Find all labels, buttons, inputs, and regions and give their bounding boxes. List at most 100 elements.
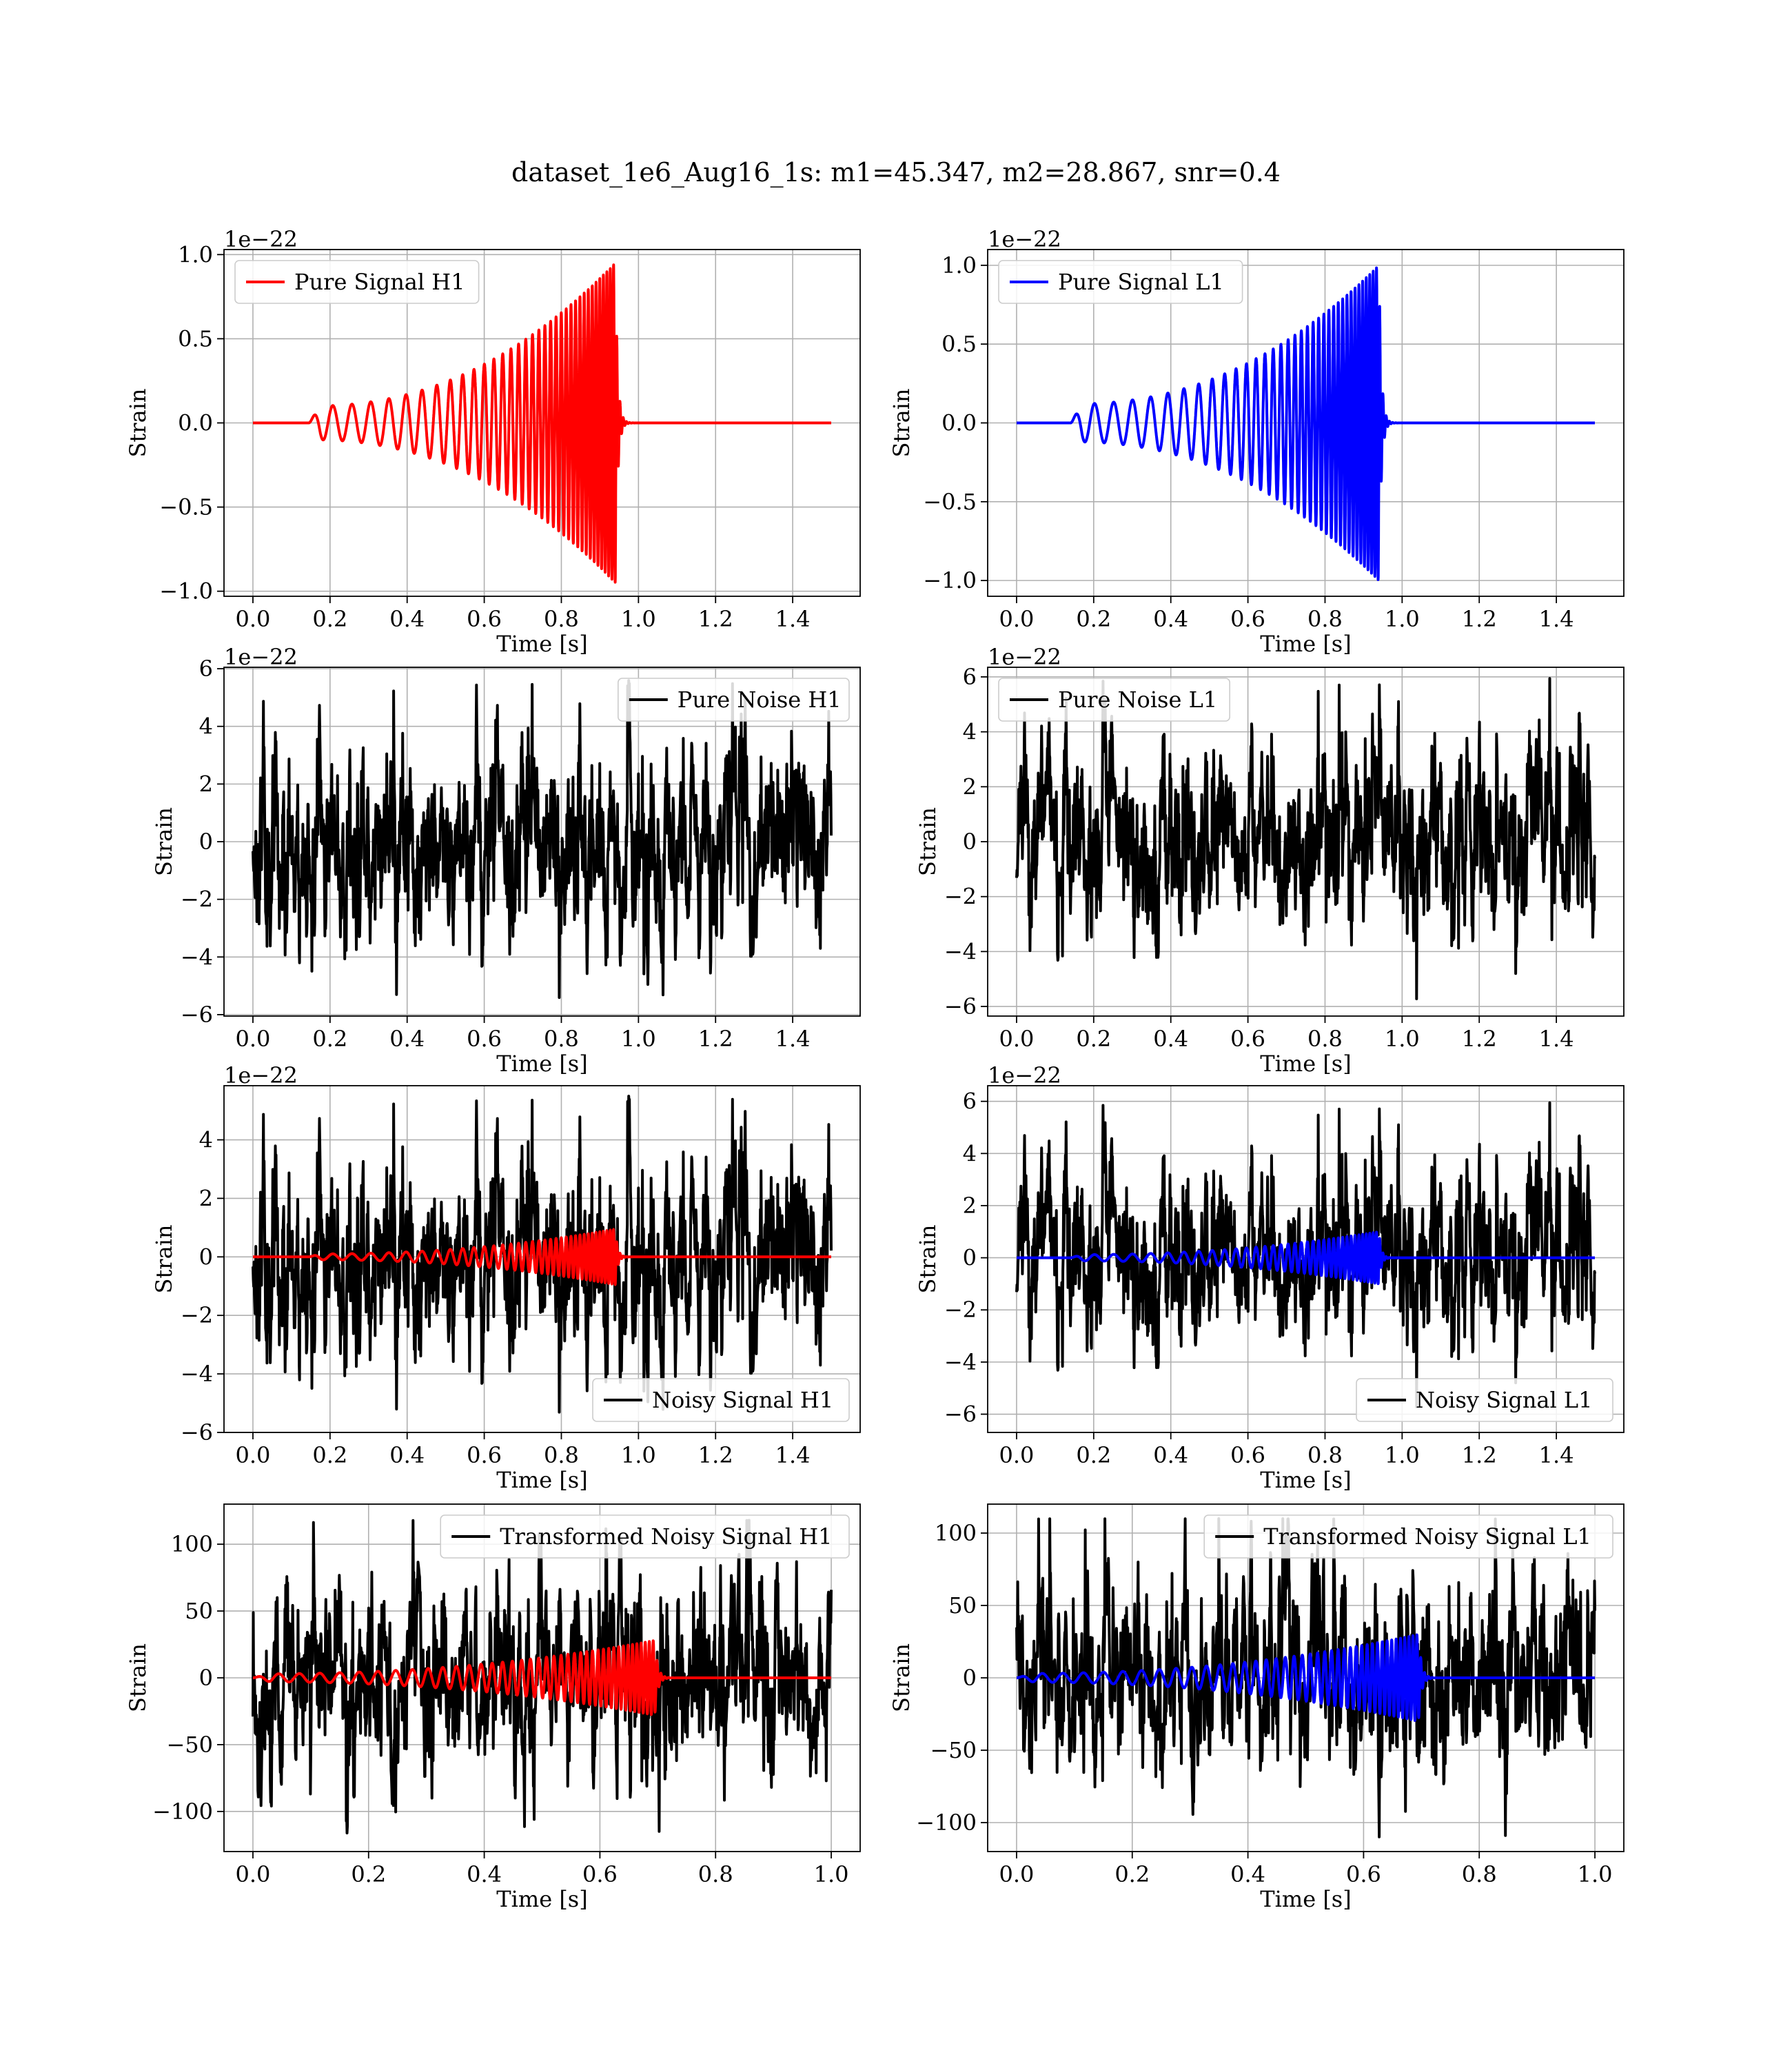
series-line-noise (1015, 1101, 1596, 1408)
y-tick-label: −100 (916, 1810, 977, 1836)
x-tick-label: 0.8 (1307, 606, 1343, 632)
x-tick-label: 0.4 (389, 1026, 425, 1052)
y-tick-label: −4 (944, 938, 977, 964)
y-tick-label: −2 (181, 1302, 213, 1328)
x-tick-label: 0.0 (999, 1442, 1035, 1468)
x-tick-label: 0.2 (312, 606, 347, 632)
legend-label: Pure Signal L1 (1058, 269, 1224, 295)
y-tick-label: 4 (199, 713, 213, 740)
y-tick-label: 0 (199, 1665, 213, 1691)
y-tick-label: 100 (171, 1531, 213, 1557)
x-tick-label: 1.2 (1462, 1442, 1497, 1468)
y-tick-label: −6 (944, 1401, 977, 1428)
y-tick-label: 4 (963, 1140, 977, 1166)
x-axis-label: Time [s] (496, 1051, 587, 1077)
x-tick-label: 1.4 (1539, 1026, 1574, 1052)
legend: Pure Signal L1 (998, 260, 1243, 304)
x-tick-label: 1.2 (1462, 1026, 1497, 1052)
x-tick-label: 0.2 (1076, 1442, 1111, 1468)
chart-panel-transformed-noisy-signal-l1: 0.0 0.2 0.4 0.6 0.8 1.0 −100 −50 0 50 100 Time [s] S… (888, 1503, 1625, 1912)
x-tick-label: 0.6 (467, 1442, 502, 1468)
x-tick-label: 0.8 (1307, 1026, 1343, 1052)
x-tick-label: 1.4 (775, 1026, 811, 1052)
x-tick-label: 0.8 (698, 1861, 733, 1887)
series-line-noise (252, 1095, 833, 1414)
x-tick-label: 1.4 (1539, 606, 1574, 632)
x-tick-label: 1.0 (1385, 606, 1420, 632)
y-tick-label: 0 (963, 1665, 977, 1691)
x-tick-label: 1.4 (775, 606, 811, 632)
x-tick-label: 0.4 (1153, 606, 1188, 632)
chart-panel-pure-noise-l1: 0.0 0.2 0.4 0.6 0.8 1.0 1.2 1.4 −6 −4 −2 0 2 4 6 1e−22 T… (915, 644, 1625, 1077)
series-line-signal (252, 263, 833, 584)
y-tick-label: 2 (199, 771, 213, 797)
x-tick-label: 0.4 (1230, 1861, 1265, 1887)
y-tick-label: 2 (963, 1193, 977, 1219)
chart-panel-noisy-signal-h1: 0.0 0.2 0.4 0.6 0.8 1.0 1.2 1.4 −6 −4 −2 0 2 4 1e−22 Ti… (151, 1062, 861, 1493)
y-axis-label: Strain (888, 389, 915, 458)
x-tick-label: 0.2 (351, 1861, 386, 1887)
legend: Pure Noise L1 (998, 678, 1231, 722)
series-line-signal (252, 1639, 833, 1716)
legend-box (1356, 1378, 1613, 1422)
axis-offset-label: 1e−22 (988, 1062, 1061, 1088)
x-tick-label: 0.6 (1230, 1026, 1265, 1052)
y-tick-label: 2 (963, 773, 977, 800)
x-tick-label: 0.0 (999, 1861, 1035, 1887)
x-tick-label: 0.2 (312, 1442, 347, 1468)
chart-panel-pure-signal-h1: 0.0 0.2 0.4 0.6 0.8 1.0 1.2 1.4 −1.0 −0.5 0.0 0.5 1.… (125, 226, 861, 657)
legend-box (440, 1514, 850, 1559)
y-tick-label: 0 (963, 829, 977, 855)
legend-label: Transformed Noisy Signal H1 (500, 1523, 832, 1550)
legend: Transformed Noisy Signal L1 (1203, 1514, 1613, 1559)
y-tick-label: 0.5 (941, 331, 977, 357)
chart-panel-pure-signal-l1: 0.0 0.2 0.4 0.6 0.8 1.0 1.2 1.4 −1.0 −0.5 0.0 0.5 1.… (888, 226, 1625, 657)
x-tick-label: 1.0 (1385, 1442, 1420, 1468)
axis-offset-label: 1e−22 (224, 1062, 298, 1088)
legend: Transformed Noisy Signal H1 (440, 1514, 850, 1559)
x-tick-label: 1.0 (621, 606, 656, 632)
y-tick-label: −0.5 (923, 489, 977, 515)
axis-offset-label: 1e−22 (224, 226, 298, 252)
legend-label: Pure Signal H1 (294, 269, 465, 295)
x-tick-label: 0.0 (236, 1861, 271, 1887)
y-tick-label: −6 (944, 993, 977, 1020)
legend-box (998, 678, 1231, 722)
axis-offset-label: 1e−22 (988, 226, 1061, 252)
x-tick-label: 1.0 (621, 1442, 656, 1468)
x-tick-label: 0.0 (236, 1026, 271, 1052)
x-tick-label: 1.4 (775, 1442, 811, 1468)
series-line-noise (252, 1519, 833, 1835)
x-tick-label: 0.4 (389, 606, 425, 632)
y-tick-label: 0.5 (178, 325, 213, 352)
y-tick-label: 6 (963, 664, 977, 690)
y-tick-label: −1.0 (923, 567, 977, 594)
x-axis-label: Time [s] (1260, 631, 1351, 657)
x-tick-label: 0.2 (312, 1026, 347, 1052)
x-tick-label: 1.2 (698, 1026, 733, 1052)
y-tick-label: 6 (963, 1088, 977, 1115)
y-tick-label: −2 (181, 886, 213, 913)
x-axis-label: Time [s] (1260, 1051, 1351, 1077)
series-line-signal (1015, 266, 1596, 581)
x-tick-label: 0.0 (999, 606, 1035, 632)
y-tick-label: −4 (944, 1349, 977, 1375)
y-tick-label: 6 (199, 656, 213, 682)
chart-panel-pure-noise-h1: 0.0 0.2 0.4 0.6 0.8 1.0 1.2 1.4 −6 −4 −2 0 2 4 6 1e−22 T… (151, 644, 861, 1077)
figure-title: dataset_1e6_Aug16_1s: m1=45.347, m2=28.8… (511, 157, 1281, 187)
y-tick-label: 0 (199, 829, 213, 855)
y-tick-label: −2 (944, 884, 977, 910)
series-line-signal (1015, 1633, 1596, 1722)
y-axis-label: Strain (125, 1643, 151, 1712)
y-tick-label: 0.0 (941, 410, 977, 436)
series-line-noise (1015, 677, 1596, 1000)
x-tick-label: 0.6 (467, 606, 502, 632)
x-tick-label: 1.0 (1578, 1861, 1613, 1887)
chart-panel-noisy-signal-l1: 0.0 0.2 0.4 0.6 0.8 1.0 1.2 1.4 −6 −4 −2 0 2 4 6 1e−22 T… (915, 1062, 1625, 1493)
x-tick-label: 0.8 (544, 1026, 579, 1052)
legend-label: Pure Noise L1 (1058, 687, 1217, 713)
legend-label: Pure Noise H1 (678, 687, 842, 713)
legend: Noisy Signal H1 (592, 1378, 850, 1422)
axis-offset-label: 1e−22 (988, 644, 1061, 670)
